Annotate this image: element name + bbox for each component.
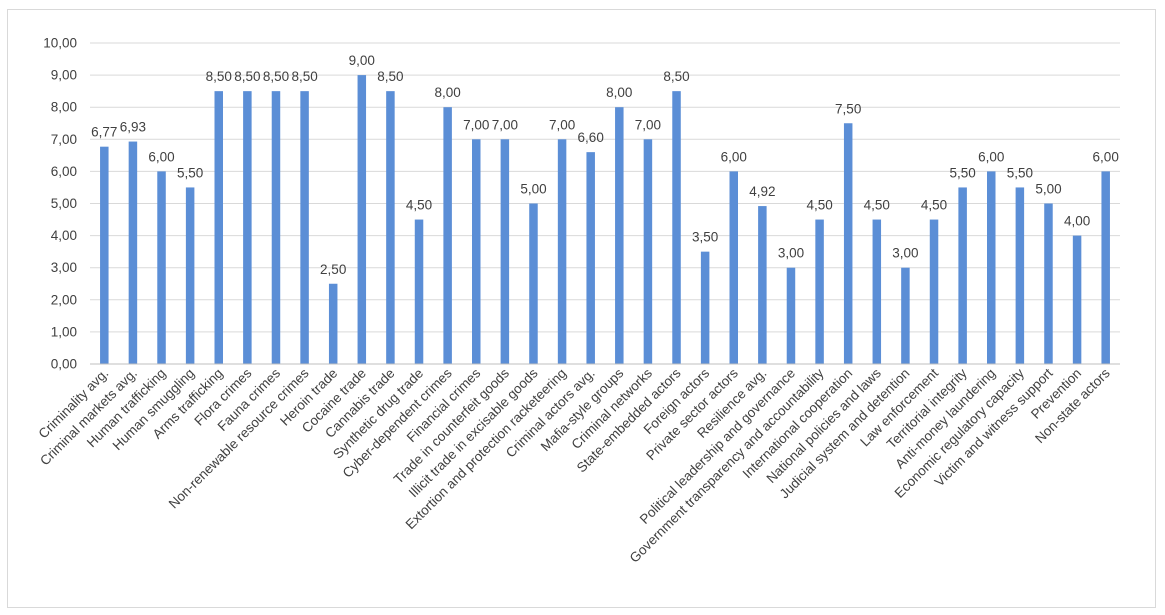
bar [128, 141, 138, 364]
bar [357, 75, 367, 364]
bar [1101, 171, 1110, 364]
data-label: 7,00 [635, 117, 661, 132]
y-tick-label: 9,00 [51, 68, 77, 83]
data-label: 6,60 [578, 130, 604, 145]
data-label: 5,00 [520, 182, 546, 197]
bar [1015, 187, 1025, 364]
data-label: 8,00 [606, 85, 632, 100]
data-label: 4,92 [749, 184, 775, 199]
bar [557, 139, 567, 364]
bar [615, 107, 624, 364]
data-label: 5,50 [1007, 165, 1033, 180]
data-label: 8,50 [377, 69, 403, 84]
bar [472, 139, 481, 364]
bar [300, 91, 309, 365]
data-label: 8,00 [434, 85, 460, 100]
bar [815, 219, 824, 364]
bar [100, 146, 109, 364]
bar [1044, 203, 1053, 364]
data-label: 6,77 [91, 125, 117, 140]
bars [100, 75, 1110, 365]
data-label: 6,00 [978, 149, 1004, 164]
bar [872, 219, 882, 364]
data-label: 9,00 [349, 53, 375, 68]
data-label: 6,00 [148, 149, 174, 164]
data-label: 7,50 [835, 101, 861, 116]
bar [271, 91, 281, 365]
data-label: 3,00 [892, 246, 918, 261]
data-label: 6,00 [721, 149, 747, 164]
data-label: 7,00 [492, 117, 518, 132]
y-tick-label: 10,00 [43, 36, 77, 51]
bar [729, 171, 738, 364]
bar [643, 139, 653, 364]
bar [843, 123, 853, 364]
y-tick-label: 7,00 [51, 132, 77, 147]
bar [157, 171, 166, 364]
bar [243, 91, 252, 365]
data-label: 4,50 [406, 198, 432, 213]
data-label: 4,50 [921, 198, 947, 213]
bar [1072, 235, 1082, 364]
bar [958, 187, 967, 364]
data-label: 5,50 [949, 165, 975, 180]
data-label: 7,00 [549, 117, 575, 132]
data-label: 8,50 [263, 69, 289, 84]
gridlines [90, 42, 1120, 333]
bar [414, 219, 424, 364]
y-tick-label: 4,00 [51, 228, 77, 243]
data-label: 8,50 [663, 69, 689, 84]
bar [185, 187, 195, 364]
bar [987, 171, 996, 364]
data-label: 3,00 [778, 246, 804, 261]
bar [443, 107, 452, 364]
category-labels: Criminality avg.Criminal markets avg.Hum… [36, 365, 1113, 565]
bar [700, 251, 710, 364]
data-label: 7,00 [463, 117, 489, 132]
bar [386, 91, 395, 365]
data-label: 6,93 [120, 120, 146, 135]
y-axis-ticks: 0,00 1,00 2,00 3,00 4,00 5,00 6,00 7,00 8,00 9,00… [43, 36, 77, 372]
data-label: 8,50 [234, 69, 260, 84]
y-tick-label: 5,00 [51, 196, 77, 211]
data-labels: 6,77 6,936,005,508,50 8,50 8,50 8,502,509,00… [91, 53, 1119, 277]
data-label: 4,00 [1064, 214, 1090, 229]
data-label: 3,50 [692, 230, 718, 245]
bar [786, 267, 796, 364]
bar [328, 283, 338, 364]
data-label: 8,50 [291, 69, 317, 84]
bar [929, 219, 939, 364]
data-label: 2,50 [320, 262, 346, 277]
data-label: 4,50 [864, 198, 890, 213]
data-label: 8,50 [206, 69, 232, 84]
y-tick-label: 8,00 [51, 100, 77, 115]
y-tick-label: 0,00 [51, 357, 77, 372]
data-label: 6,00 [1093, 149, 1119, 164]
bar [758, 206, 767, 364]
data-label: 4,50 [806, 198, 832, 213]
y-tick-label: 6,00 [51, 164, 77, 179]
bar [672, 91, 681, 365]
y-tick-label: 3,00 [51, 260, 77, 275]
y-tick-label: 2,00 [51, 292, 77, 307]
data-label: 5,50 [177, 165, 203, 180]
y-tick-label: 1,00 [51, 324, 77, 339]
bar [214, 91, 223, 365]
bar [901, 267, 910, 364]
data-label: 5,00 [1035, 182, 1061, 197]
bar [586, 152, 595, 364]
bar [529, 203, 538, 364]
bar [500, 139, 510, 364]
